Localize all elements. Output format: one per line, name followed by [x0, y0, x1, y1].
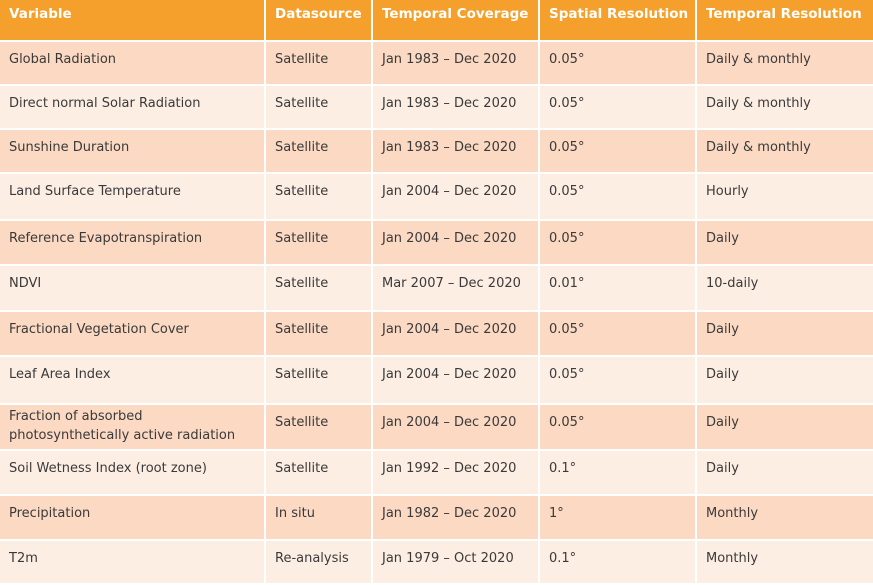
cell-temporal-resolution: Daily & monthly: [697, 42, 873, 84]
cell-temporal-coverage: Jan 1983 – Dec 2020: [373, 42, 538, 84]
cell-spatial-resolution: 1°: [540, 496, 695, 539]
cell-datasource: In situ: [266, 496, 371, 539]
cell-spatial-resolution: 0.05°: [540, 86, 695, 128]
header-datasource: Datasource: [266, 0, 371, 40]
cell-datasource: Satellite: [266, 42, 371, 84]
cell-temporal-coverage: Jan 2004 – Dec 2020: [373, 405, 538, 449]
cell-spatial-resolution: 0.05°: [540, 130, 695, 172]
cell-datasource: Satellite: [266, 221, 371, 264]
cell-variable: T2m: [0, 541, 264, 583]
cell-temporal-resolution: Daily & monthly: [697, 86, 873, 128]
cell-temporal-coverage: Jan 1982 – Dec 2020: [373, 496, 538, 539]
cell-datasource: Re-analysis: [266, 541, 371, 583]
cell-spatial-resolution: 0.05°: [540, 405, 695, 449]
header-temporal-resolution: Temporal Resolution: [697, 0, 873, 40]
cell-spatial-resolution: 0.05°: [540, 174, 695, 219]
cell-temporal-coverage: Jan 2004 – Dec 2020: [373, 221, 538, 264]
table-row: Land Surface Temperature Satellite Jan 2…: [0, 174, 873, 219]
table-row: Reference Evapotranspiration Satellite J…: [0, 221, 873, 264]
cell-variable: Soil Wetness Index (root zone): [0, 451, 264, 494]
header-row: Variable Datasource Temporal Coverage Sp…: [0, 0, 873, 40]
cell-temporal-coverage: Jan 1983 – Dec 2020: [373, 130, 538, 172]
table-row: Fraction of absorbed photosynthetically …: [0, 405, 873, 449]
cell-temporal-resolution: Hourly: [697, 174, 873, 219]
cell-temporal-resolution: Daily & monthly: [697, 130, 873, 172]
cell-datasource: Satellite: [266, 357, 371, 403]
table-row: Leaf Area Index Satellite Jan 2004 – Dec…: [0, 357, 873, 403]
cell-datasource: Satellite: [266, 405, 371, 449]
cell-temporal-resolution: Daily: [697, 357, 873, 403]
header-temporal-coverage: Temporal Coverage: [373, 0, 538, 40]
cell-variable: NDVI: [0, 266, 264, 310]
table-row: T2m Re-analysis Jan 1979 – Oct 2020 0.1°…: [0, 541, 873, 583]
cell-variable: Global Radiation: [0, 42, 264, 84]
cell-spatial-resolution: 0.05°: [540, 312, 695, 355]
cell-variable: Direct normal Solar Radiation: [0, 86, 264, 128]
header-spatial-resolution: Spatial Resolution: [540, 0, 695, 40]
cell-temporal-resolution: Daily: [697, 221, 873, 264]
table-row: Global Radiation Satellite Jan 1983 – De…: [0, 42, 873, 84]
cell-spatial-resolution: 0.05°: [540, 42, 695, 84]
cell-temporal-resolution: 10-daily: [697, 266, 873, 310]
table-row: Precipitation In situ Jan 1982 – Dec 202…: [0, 496, 873, 539]
table-row: Soil Wetness Index (root zone) Satellite…: [0, 451, 873, 494]
cell-variable: Land Surface Temperature: [0, 174, 264, 219]
cell-datasource: Satellite: [266, 312, 371, 355]
cell-temporal-resolution: Daily: [697, 312, 873, 355]
header-variable: Variable: [0, 0, 264, 40]
cell-temporal-coverage: Jan 2004 – Dec 2020: [373, 312, 538, 355]
cell-temporal-resolution: Monthly: [697, 496, 873, 539]
cell-datasource: Satellite: [266, 451, 371, 494]
table-row: Sunshine Duration Satellite Jan 1983 – D…: [0, 130, 873, 172]
cell-temporal-resolution: Daily: [697, 405, 873, 449]
cell-variable: Precipitation: [0, 496, 264, 539]
cell-variable: Fraction of absorbed photosynthetically …: [0, 405, 264, 449]
cell-temporal-resolution: Daily: [697, 451, 873, 494]
cell-spatial-resolution: 0.01°: [540, 266, 695, 310]
cell-temporal-coverage: Jan 2004 – Dec 2020: [373, 174, 538, 219]
cell-temporal-coverage: Mar 2007 – Dec 2020: [373, 266, 538, 310]
cell-temporal-coverage: Jan 1992 – Dec 2020: [373, 451, 538, 494]
table-body: Global Radiation Satellite Jan 1983 – De…: [0, 42, 873, 583]
table-header: Variable Datasource Temporal Coverage Sp…: [0, 0, 873, 40]
table-row: Fractional Vegetation Cover Satellite Ja…: [0, 312, 873, 355]
cell-datasource: Satellite: [266, 86, 371, 128]
cell-temporal-coverage: Jan 1983 – Dec 2020: [373, 86, 538, 128]
table-row: Direct normal Solar Radiation Satellite …: [0, 86, 873, 128]
cell-temporal-coverage: Jan 1979 – Oct 2020: [373, 541, 538, 583]
cell-spatial-resolution: 0.1°: [540, 541, 695, 583]
cell-datasource: Satellite: [266, 266, 371, 310]
cell-temporal-coverage: Jan 2004 – Dec 2020: [373, 357, 538, 403]
cell-variable: Sunshine Duration: [0, 130, 264, 172]
cell-datasource: Satellite: [266, 174, 371, 219]
table-row: NDVI Satellite Mar 2007 – Dec 2020 0.01°…: [0, 266, 873, 310]
cell-variable: Leaf Area Index: [0, 357, 264, 403]
cell-spatial-resolution: 0.1°: [540, 451, 695, 494]
cell-spatial-resolution: 0.05°: [540, 221, 695, 264]
cell-spatial-resolution: 0.05°: [540, 357, 695, 403]
cell-variable: Reference Evapotranspiration: [0, 221, 264, 264]
cell-datasource: Satellite: [266, 130, 371, 172]
cell-variable: Fractional Vegetation Cover: [0, 312, 264, 355]
cell-temporal-resolution: Monthly: [697, 541, 873, 583]
